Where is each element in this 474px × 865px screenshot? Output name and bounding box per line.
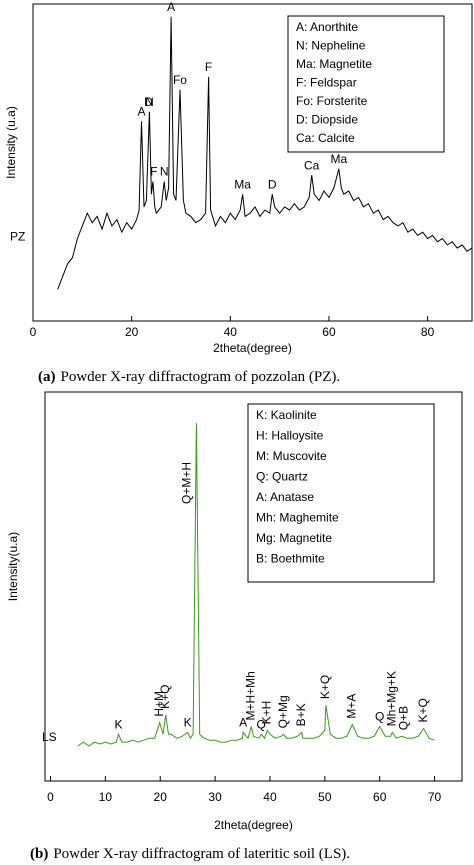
peak-label: F: [205, 60, 212, 74]
sample-label: LS: [42, 730, 57, 744]
legend-entry: Ma: Magnetite: [296, 57, 372, 71]
peak-label: K+Q: [416, 698, 430, 722]
caption-text: Powder X-ray diffractogram of lateritic …: [53, 846, 350, 862]
x-tick-label: 50: [318, 790, 332, 804]
plot-frame: [44, 391, 463, 782]
legend-entry: Q: Quartz: [256, 470, 308, 484]
peak-label: Q+B: [397, 706, 411, 730]
caption: (a) Powder X-ray diffractogram of pozzola…: [38, 369, 340, 385]
peak-label: F: [150, 165, 157, 179]
x-tick-label: 0: [47, 790, 54, 804]
x-tick-label: 60: [373, 790, 387, 804]
peak-label: Q+Mg: [276, 695, 290, 728]
peak-label: Fo: [173, 73, 187, 87]
legend-entry: N: Nepheline: [296, 39, 366, 53]
peak-label: A: [138, 104, 146, 118]
peak-label: K+Q: [318, 675, 332, 699]
caption-tag: (b): [30, 846, 48, 862]
plot-frame: [32, 3, 473, 322]
legend-entry: Fo: Forsterite: [296, 94, 368, 108]
legend-entry: A: Anorthite: [296, 20, 358, 34]
x-axis-label: 2theta(degree): [214, 818, 293, 832]
x-tick-label: 20: [125, 325, 139, 339]
x-tick-label: 40: [263, 790, 277, 804]
peak-label: A: [239, 716, 247, 730]
x-axis-label: 2theta(degree): [213, 341, 292, 355]
legend-entry: H: Halloysite: [256, 429, 324, 443]
peak-label: D: [268, 177, 277, 191]
x-tick-label: 70: [428, 790, 442, 804]
legend-box: [287, 15, 445, 153]
legend-box: [247, 403, 435, 583]
legend-entry: D: Diopside: [296, 113, 358, 127]
legend-entry: F: Feldspar: [296, 76, 357, 90]
legend-entry: M: Muscovite: [256, 449, 327, 463]
x-tick-label: 60: [322, 325, 336, 339]
peak-label: Q: [257, 717, 266, 731]
peak-label: K+Q: [158, 685, 172, 709]
x-tick-label: 80: [421, 325, 435, 339]
x-tick-label: 0: [30, 325, 37, 339]
legend-entry: B: Boethmite: [256, 552, 325, 566]
caption: (b) Powder X-ray diffractogram of laterit…: [30, 846, 350, 862]
peak-label: Ca: [304, 158, 320, 172]
y-axis-label: Intensity(u.a): [6, 532, 20, 601]
x-tick-label: 10: [99, 790, 113, 804]
peak-label: K: [184, 716, 192, 730]
peak-label: N: [145, 95, 154, 109]
peak-label: B+K: [294, 703, 308, 726]
peak-label: K: [115, 717, 123, 731]
peak-label: K+H: [259, 701, 273, 725]
x-tick-label: 20: [154, 790, 168, 804]
peak-label: Ma: [330, 152, 347, 166]
legend-entry: Ca: Calcite: [296, 131, 355, 145]
sample-label: PZ: [10, 229, 25, 243]
legend-entry: K: Kaolinite: [256, 408, 317, 422]
spectrum-line: [77, 423, 435, 747]
peak-label: M+H+Mh: [243, 671, 257, 720]
spectrum-line: [57, 16, 473, 290]
peak-label: N: [160, 165, 169, 179]
x-tick-label: 30: [208, 790, 222, 804]
peak-label: H+M: [152, 691, 166, 717]
legend-entry: A: Anatase: [256, 490, 314, 504]
peak-label: A: [167, 0, 175, 14]
legend-entry: Mg: Magnetite: [256, 531, 332, 545]
peak-label: Q: [375, 710, 384, 724]
y-axis-label: Intensity (u.a): [4, 106, 18, 179]
peak-label: Q+M+H: [180, 462, 194, 504]
peak-label: Mh+Mg+K: [384, 671, 398, 726]
x-tick-label: 40: [224, 325, 238, 339]
legend-entry: Mh: Maghemite: [256, 511, 339, 525]
peak-label: D: [144, 95, 153, 109]
caption-text: Powder X-ray diffractogram of pozzolan (…: [61, 369, 341, 385]
caption-tag: (a): [38, 369, 56, 385]
peak-label: Ma: [234, 177, 251, 191]
peak-label: M+A: [344, 694, 358, 719]
